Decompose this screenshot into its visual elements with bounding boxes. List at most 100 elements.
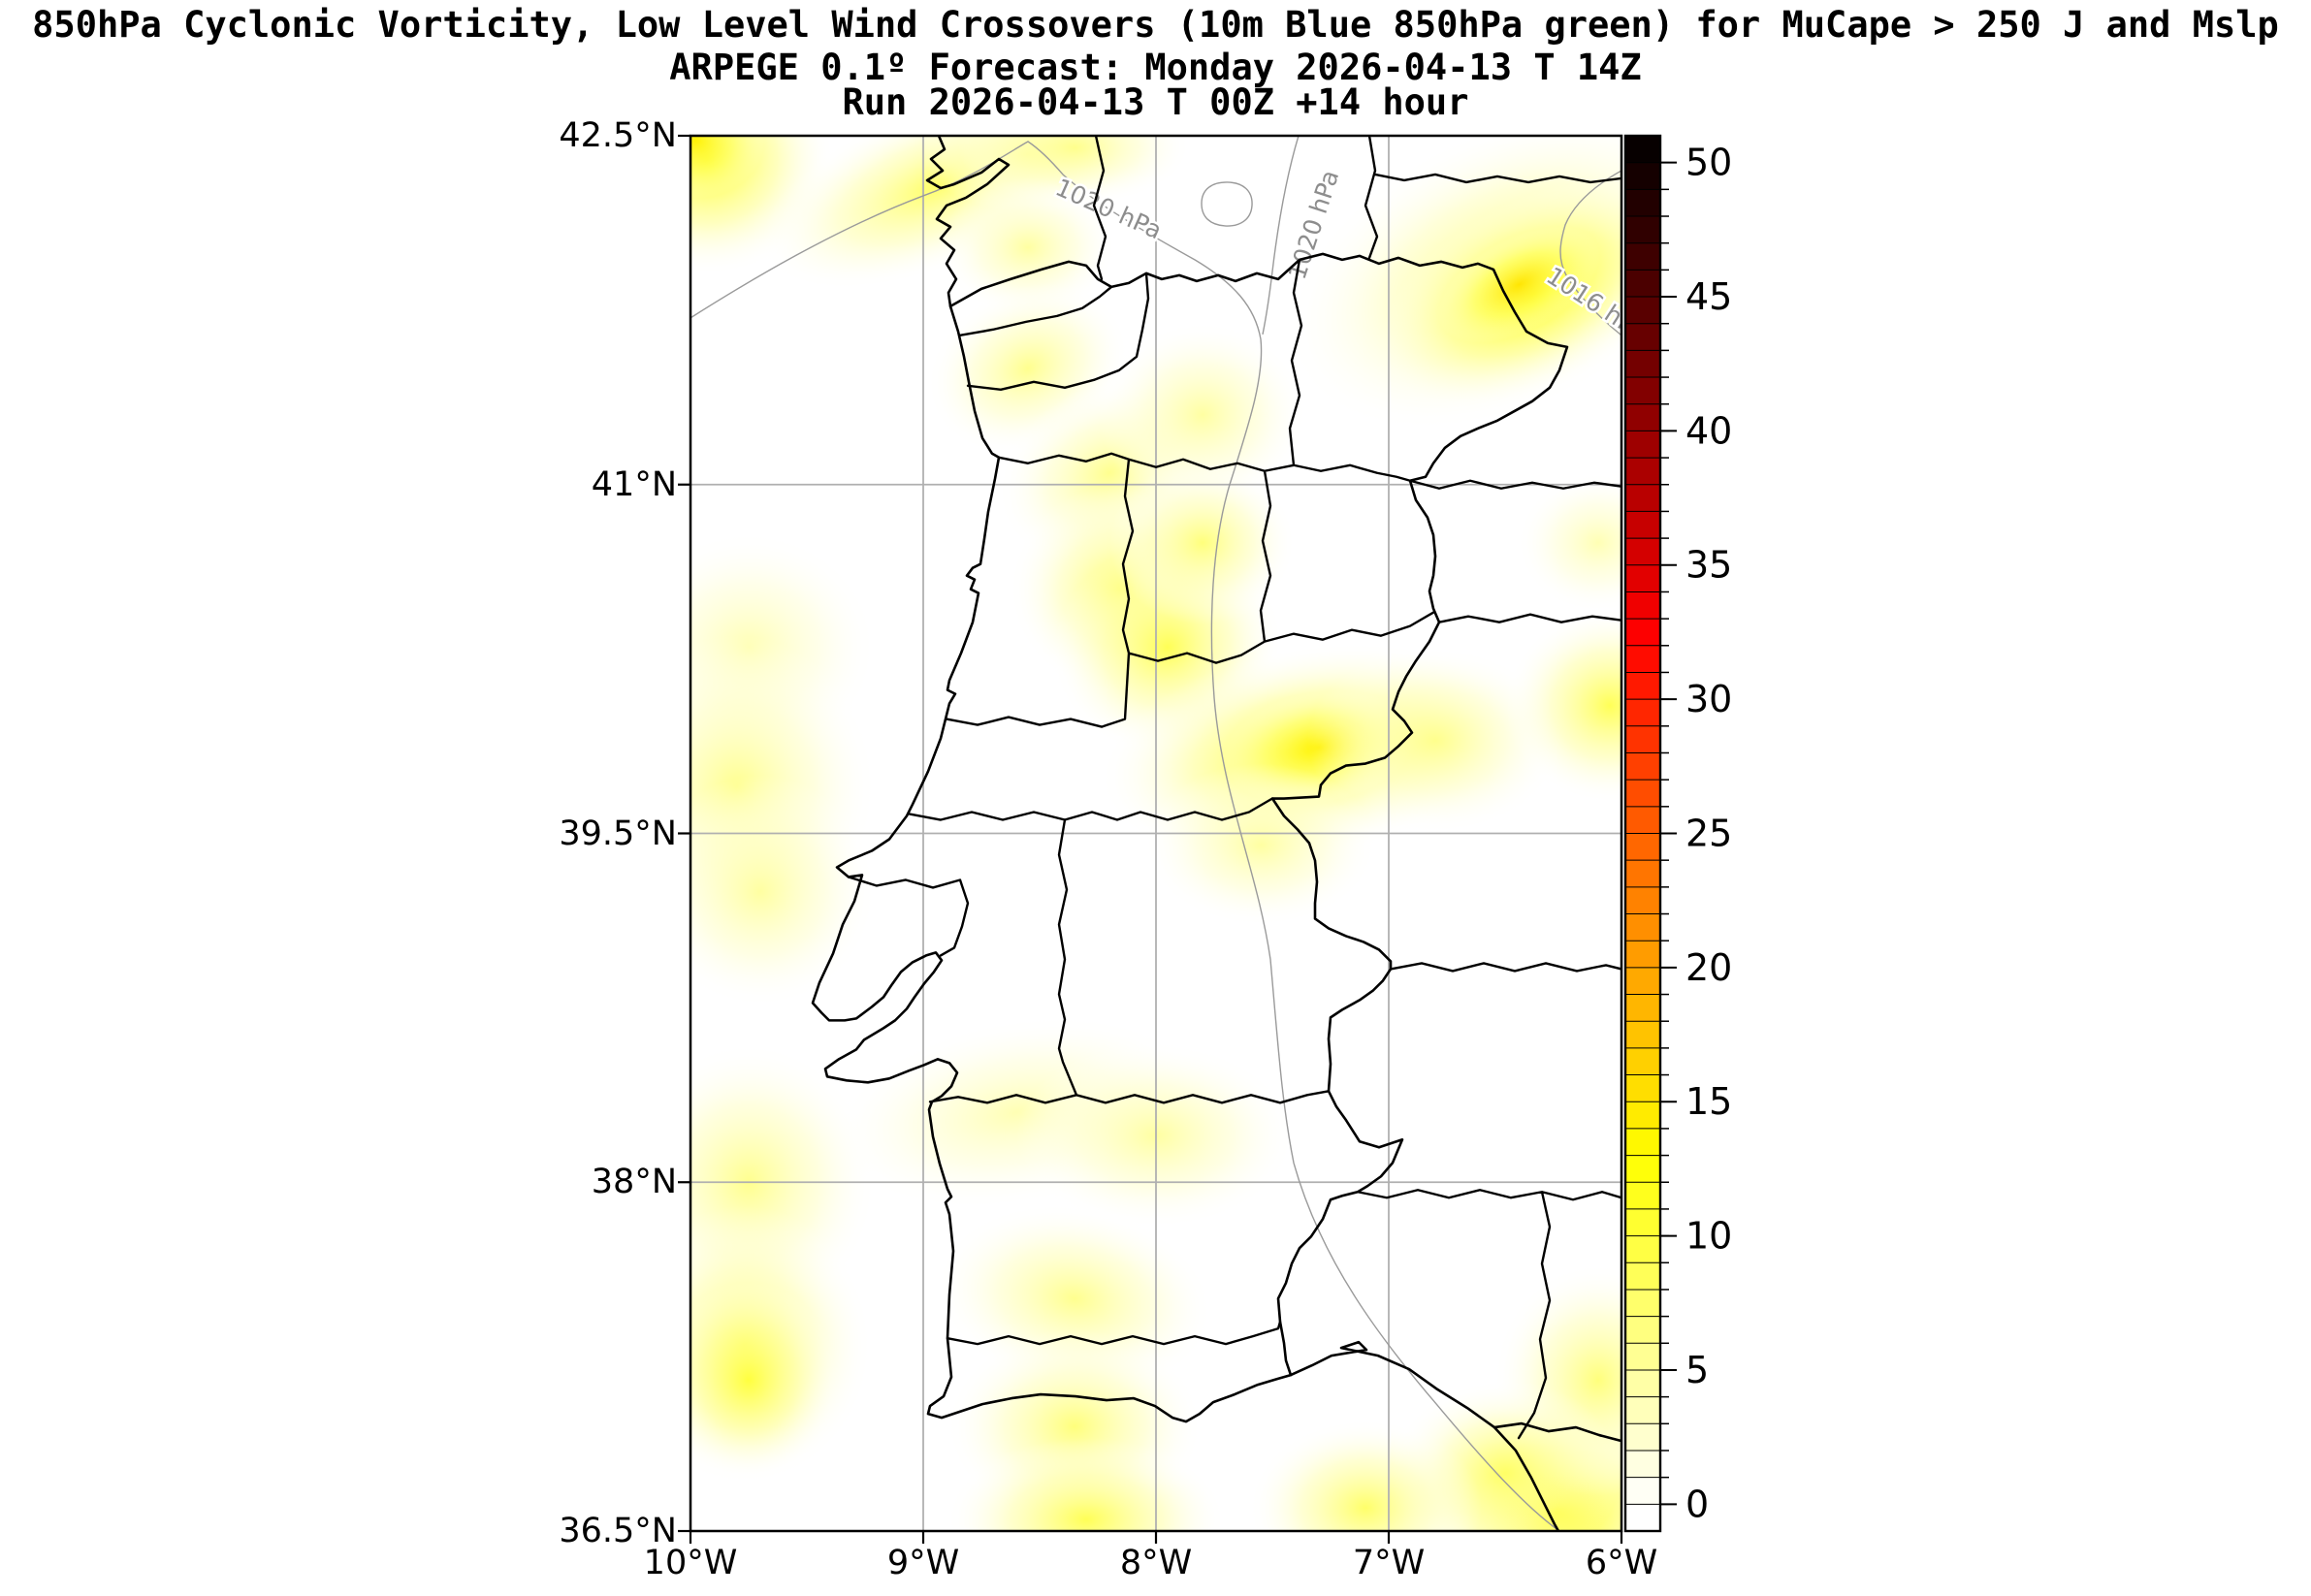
chart-title: 850hPa Cyclonic Vorticity, Low Level Win… — [32, 4, 2279, 46]
isobar-1016 — [1559, 170, 1621, 336]
colorbar-cell — [1625, 1450, 1660, 1479]
colorbar-cell — [1625, 458, 1660, 486]
colorbar-tick-label: 5 — [1685, 1349, 1709, 1391]
vorticity-blob — [1505, 607, 1621, 804]
vorticity-blob — [1307, 647, 1563, 834]
colorbar: 0 5 10 15 20 25 30 35 40 45 50 — [1623, 134, 1732, 1533]
colorbar-cell — [1625, 833, 1660, 861]
colorbar-cell — [1625, 1182, 1660, 1210]
coastline-huelva-east-path — [1493, 1421, 1621, 1443]
country-border-path — [948, 252, 1569, 1377]
colorbar-frame — [1623, 134, 1662, 1533]
colorbar-cell — [1625, 1423, 1660, 1452]
colorbar-cell — [1625, 538, 1660, 566]
colorbar-cell — [1625, 699, 1660, 727]
x-axis-tick-label: 7°W — [1352, 1544, 1426, 1582]
colorbar-cell — [1625, 1155, 1660, 1183]
x-axis-tick-label: 8°W — [1119, 1544, 1193, 1582]
colorbar-cell — [1625, 216, 1660, 244]
colorbar-cell — [1625, 1477, 1660, 1505]
colorbar-cell — [1625, 270, 1660, 298]
colorbar-cell — [1625, 1289, 1660, 1318]
colorbar-cell — [1625, 591, 1660, 620]
colorbar-cell — [1625, 886, 1660, 915]
colorbar-cell — [1625, 1074, 1660, 1102]
geographic-boundaries — [811, 136, 1621, 1531]
x-axis-tick-label: 6°W — [1585, 1544, 1658, 1582]
vorticity-blob — [1517, 472, 1621, 613]
colorbar-cell — [1625, 1128, 1660, 1157]
colorbar-cell — [1625, 1208, 1660, 1237]
colorbar-cell — [1625, 1101, 1660, 1130]
colorbar-cell — [1625, 323, 1660, 351]
district-boundaries-path — [847, 136, 1621, 1440]
colorbar-tick-label: 10 — [1685, 1215, 1732, 1258]
colorbar-cell — [1625, 1262, 1660, 1291]
colorbar-tick-label: 0 — [1685, 1483, 1709, 1525]
colorbar-cell — [1625, 350, 1660, 378]
colorbar-tick-label: 50 — [1685, 142, 1732, 184]
colorbar-cell — [1625, 1396, 1660, 1424]
colorbar-cell — [1625, 645, 1660, 673]
mslp-isobars — [690, 136, 1621, 1531]
y-axis-tick-label: 42.5°N — [559, 116, 677, 155]
colorbar-cell — [1625, 162, 1660, 190]
y-axis-tick-label: 36.5°N — [559, 1512, 677, 1550]
x-axis-tick-label: 9°W — [886, 1544, 960, 1582]
colorbar-cell — [1625, 297, 1660, 325]
x-axis-tick-label: 10°W — [643, 1544, 738, 1582]
colorbar-cell — [1625, 780, 1660, 808]
colorbar-cell — [1625, 994, 1660, 1022]
weather-map: 1020 hPa 1020 hPa 1016 hPa — [678, 134, 1623, 1544]
colorbar-cell — [1625, 403, 1660, 431]
colorbar-cell — [1625, 377, 1660, 405]
colorbar-cell — [1625, 860, 1660, 888]
colorbar-tick-label: 15 — [1685, 1080, 1732, 1123]
colorbar-cell — [1625, 913, 1660, 942]
colorbar-cell — [1625, 752, 1660, 781]
isobar-1020-east — [1262, 136, 1300, 335]
colorbar-cell — [1625, 941, 1660, 969]
colorbar-cell — [1625, 619, 1660, 647]
latlon-gridlines — [690, 136, 1621, 1531]
coastline-path — [811, 136, 1560, 1531]
vorticity-blob — [939, 177, 1117, 318]
vorticity-blob — [1098, 321, 1307, 508]
vorticity-blob — [690, 136, 765, 199]
chart-subtitle-run: Run 2026-04-13 T 00Z +14 hour — [842, 81, 1469, 123]
map-frame — [689, 134, 1623, 1533]
colorbar-tick-label: 45 — [1685, 275, 1732, 318]
colorbar-cell — [1625, 431, 1660, 459]
colorbar-cell — [1625, 1235, 1660, 1263]
y-axis-tick-label: 39.5°N — [559, 814, 677, 853]
isobar-1020-closed-loop — [1201, 181, 1253, 227]
colorbar-cell — [1625, 967, 1660, 996]
colorbar-cell — [1625, 1504, 1660, 1532]
colorbar-cell — [1625, 1369, 1660, 1398]
colorbar-tick-label: 20 — [1685, 946, 1732, 989]
colorbar-cell — [1625, 484, 1660, 512]
vorticity-blob — [1437, 226, 1601, 343]
colorbar-cell — [1625, 511, 1660, 539]
vorticity-blob — [759, 136, 1110, 290]
colorbar-cell — [1625, 136, 1660, 164]
colorbar-cell — [1625, 242, 1660, 271]
colorbar-cell — [1625, 1343, 1660, 1371]
colorbar-cell — [1625, 1047, 1660, 1076]
isobar-1020-west — [690, 141, 1560, 1531]
colorbar-tick-label: 40 — [1685, 409, 1732, 452]
colorbar-tick-label: 35 — [1685, 544, 1732, 587]
y-axis-tick-label: 41°N — [591, 464, 677, 504]
colorbar-cell — [1625, 725, 1660, 753]
colorbar-cell — [1625, 189, 1660, 217]
colorbar-tick-label: 30 — [1685, 678, 1732, 720]
vorticity-shading — [690, 136, 1621, 1531]
colorbar-cell — [1625, 806, 1660, 834]
colorbar-cell — [1625, 1021, 1660, 1049]
axis-ticks — [678, 134, 1623, 1544]
colorbar-cell — [1625, 564, 1660, 592]
vorticity-blob — [1144, 763, 1377, 927]
colorbar-cell — [1625, 1316, 1660, 1344]
colorbar-cell — [1625, 672, 1660, 700]
